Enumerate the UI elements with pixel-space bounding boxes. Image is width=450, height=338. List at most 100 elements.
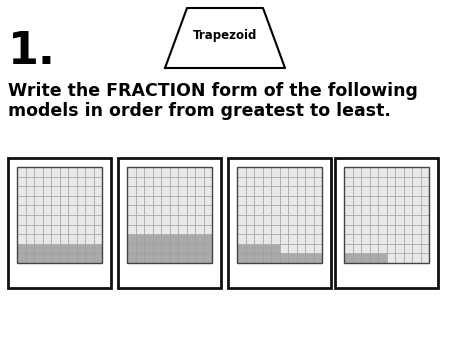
Bar — [153, 196, 161, 206]
Bar — [42, 215, 51, 224]
Bar — [271, 186, 279, 196]
Bar — [59, 186, 68, 196]
Bar — [314, 196, 322, 206]
Bar — [314, 244, 322, 254]
Bar — [314, 167, 322, 176]
Bar — [387, 215, 395, 224]
Bar — [17, 224, 26, 234]
Bar — [68, 254, 77, 263]
Bar — [271, 167, 279, 176]
Bar — [246, 206, 254, 215]
Bar — [203, 167, 212, 176]
Bar — [178, 196, 186, 206]
Bar — [288, 244, 297, 254]
Bar — [186, 224, 195, 234]
Bar — [369, 215, 378, 224]
Bar — [51, 167, 59, 176]
Bar — [135, 167, 144, 176]
Bar — [170, 176, 178, 186]
Bar — [42, 167, 51, 176]
Bar — [352, 206, 361, 215]
Bar — [305, 224, 314, 234]
Bar — [203, 186, 212, 196]
Text: Trapezoid: Trapezoid — [193, 28, 257, 42]
Bar — [361, 196, 369, 206]
Bar — [203, 176, 212, 186]
Bar — [76, 254, 85, 263]
Bar — [404, 206, 412, 215]
Bar — [237, 254, 246, 263]
Bar — [85, 176, 94, 186]
Bar — [203, 224, 212, 234]
Bar — [369, 254, 378, 263]
Bar — [271, 234, 279, 244]
Bar — [237, 167, 322, 263]
Bar — [387, 206, 395, 215]
Bar — [195, 196, 203, 206]
Bar — [387, 196, 395, 206]
Bar — [305, 234, 314, 244]
Bar — [361, 186, 369, 196]
Bar — [161, 215, 170, 224]
Bar — [361, 176, 369, 186]
Bar — [314, 234, 322, 244]
Bar — [68, 176, 77, 186]
Bar — [352, 215, 361, 224]
Bar — [305, 196, 314, 206]
Bar — [404, 176, 412, 186]
Bar — [297, 224, 305, 234]
Bar — [26, 215, 34, 224]
Bar — [288, 224, 297, 234]
Bar — [314, 224, 322, 234]
Bar — [344, 186, 352, 196]
Bar — [203, 244, 212, 254]
Bar — [59, 244, 68, 254]
Bar — [26, 206, 34, 215]
Bar — [26, 186, 34, 196]
Bar — [271, 206, 279, 215]
Bar — [170, 234, 178, 244]
Bar — [412, 234, 420, 244]
Bar — [135, 244, 144, 254]
Bar — [127, 234, 135, 244]
Bar — [262, 234, 271, 244]
Bar — [153, 186, 161, 196]
Bar — [420, 186, 429, 196]
Bar — [68, 234, 77, 244]
Bar — [344, 224, 352, 234]
Bar — [420, 224, 429, 234]
Bar — [195, 224, 203, 234]
Bar — [144, 234, 153, 244]
Bar — [203, 234, 212, 244]
Bar — [352, 196, 361, 206]
Bar — [76, 186, 85, 196]
Bar — [186, 206, 195, 215]
Bar — [305, 206, 314, 215]
Bar — [246, 196, 254, 206]
Bar — [262, 254, 271, 263]
Bar — [387, 176, 395, 186]
Bar — [412, 244, 420, 254]
Bar — [135, 215, 144, 224]
Bar — [228, 158, 331, 288]
Bar — [127, 254, 135, 263]
Bar — [279, 244, 288, 254]
Bar — [344, 176, 352, 186]
Bar — [135, 206, 144, 215]
Bar — [94, 254, 102, 263]
Bar — [195, 206, 203, 215]
Bar — [262, 215, 271, 224]
Bar — [170, 254, 178, 263]
Bar — [127, 215, 135, 224]
Bar — [352, 224, 361, 234]
Bar — [34, 224, 42, 234]
Bar — [344, 167, 429, 263]
Bar — [387, 254, 395, 263]
Bar — [361, 167, 369, 176]
Bar — [85, 167, 94, 176]
Bar — [378, 254, 387, 263]
Bar — [161, 167, 170, 176]
Bar — [254, 196, 262, 206]
Bar — [144, 186, 153, 196]
Bar — [144, 244, 153, 254]
